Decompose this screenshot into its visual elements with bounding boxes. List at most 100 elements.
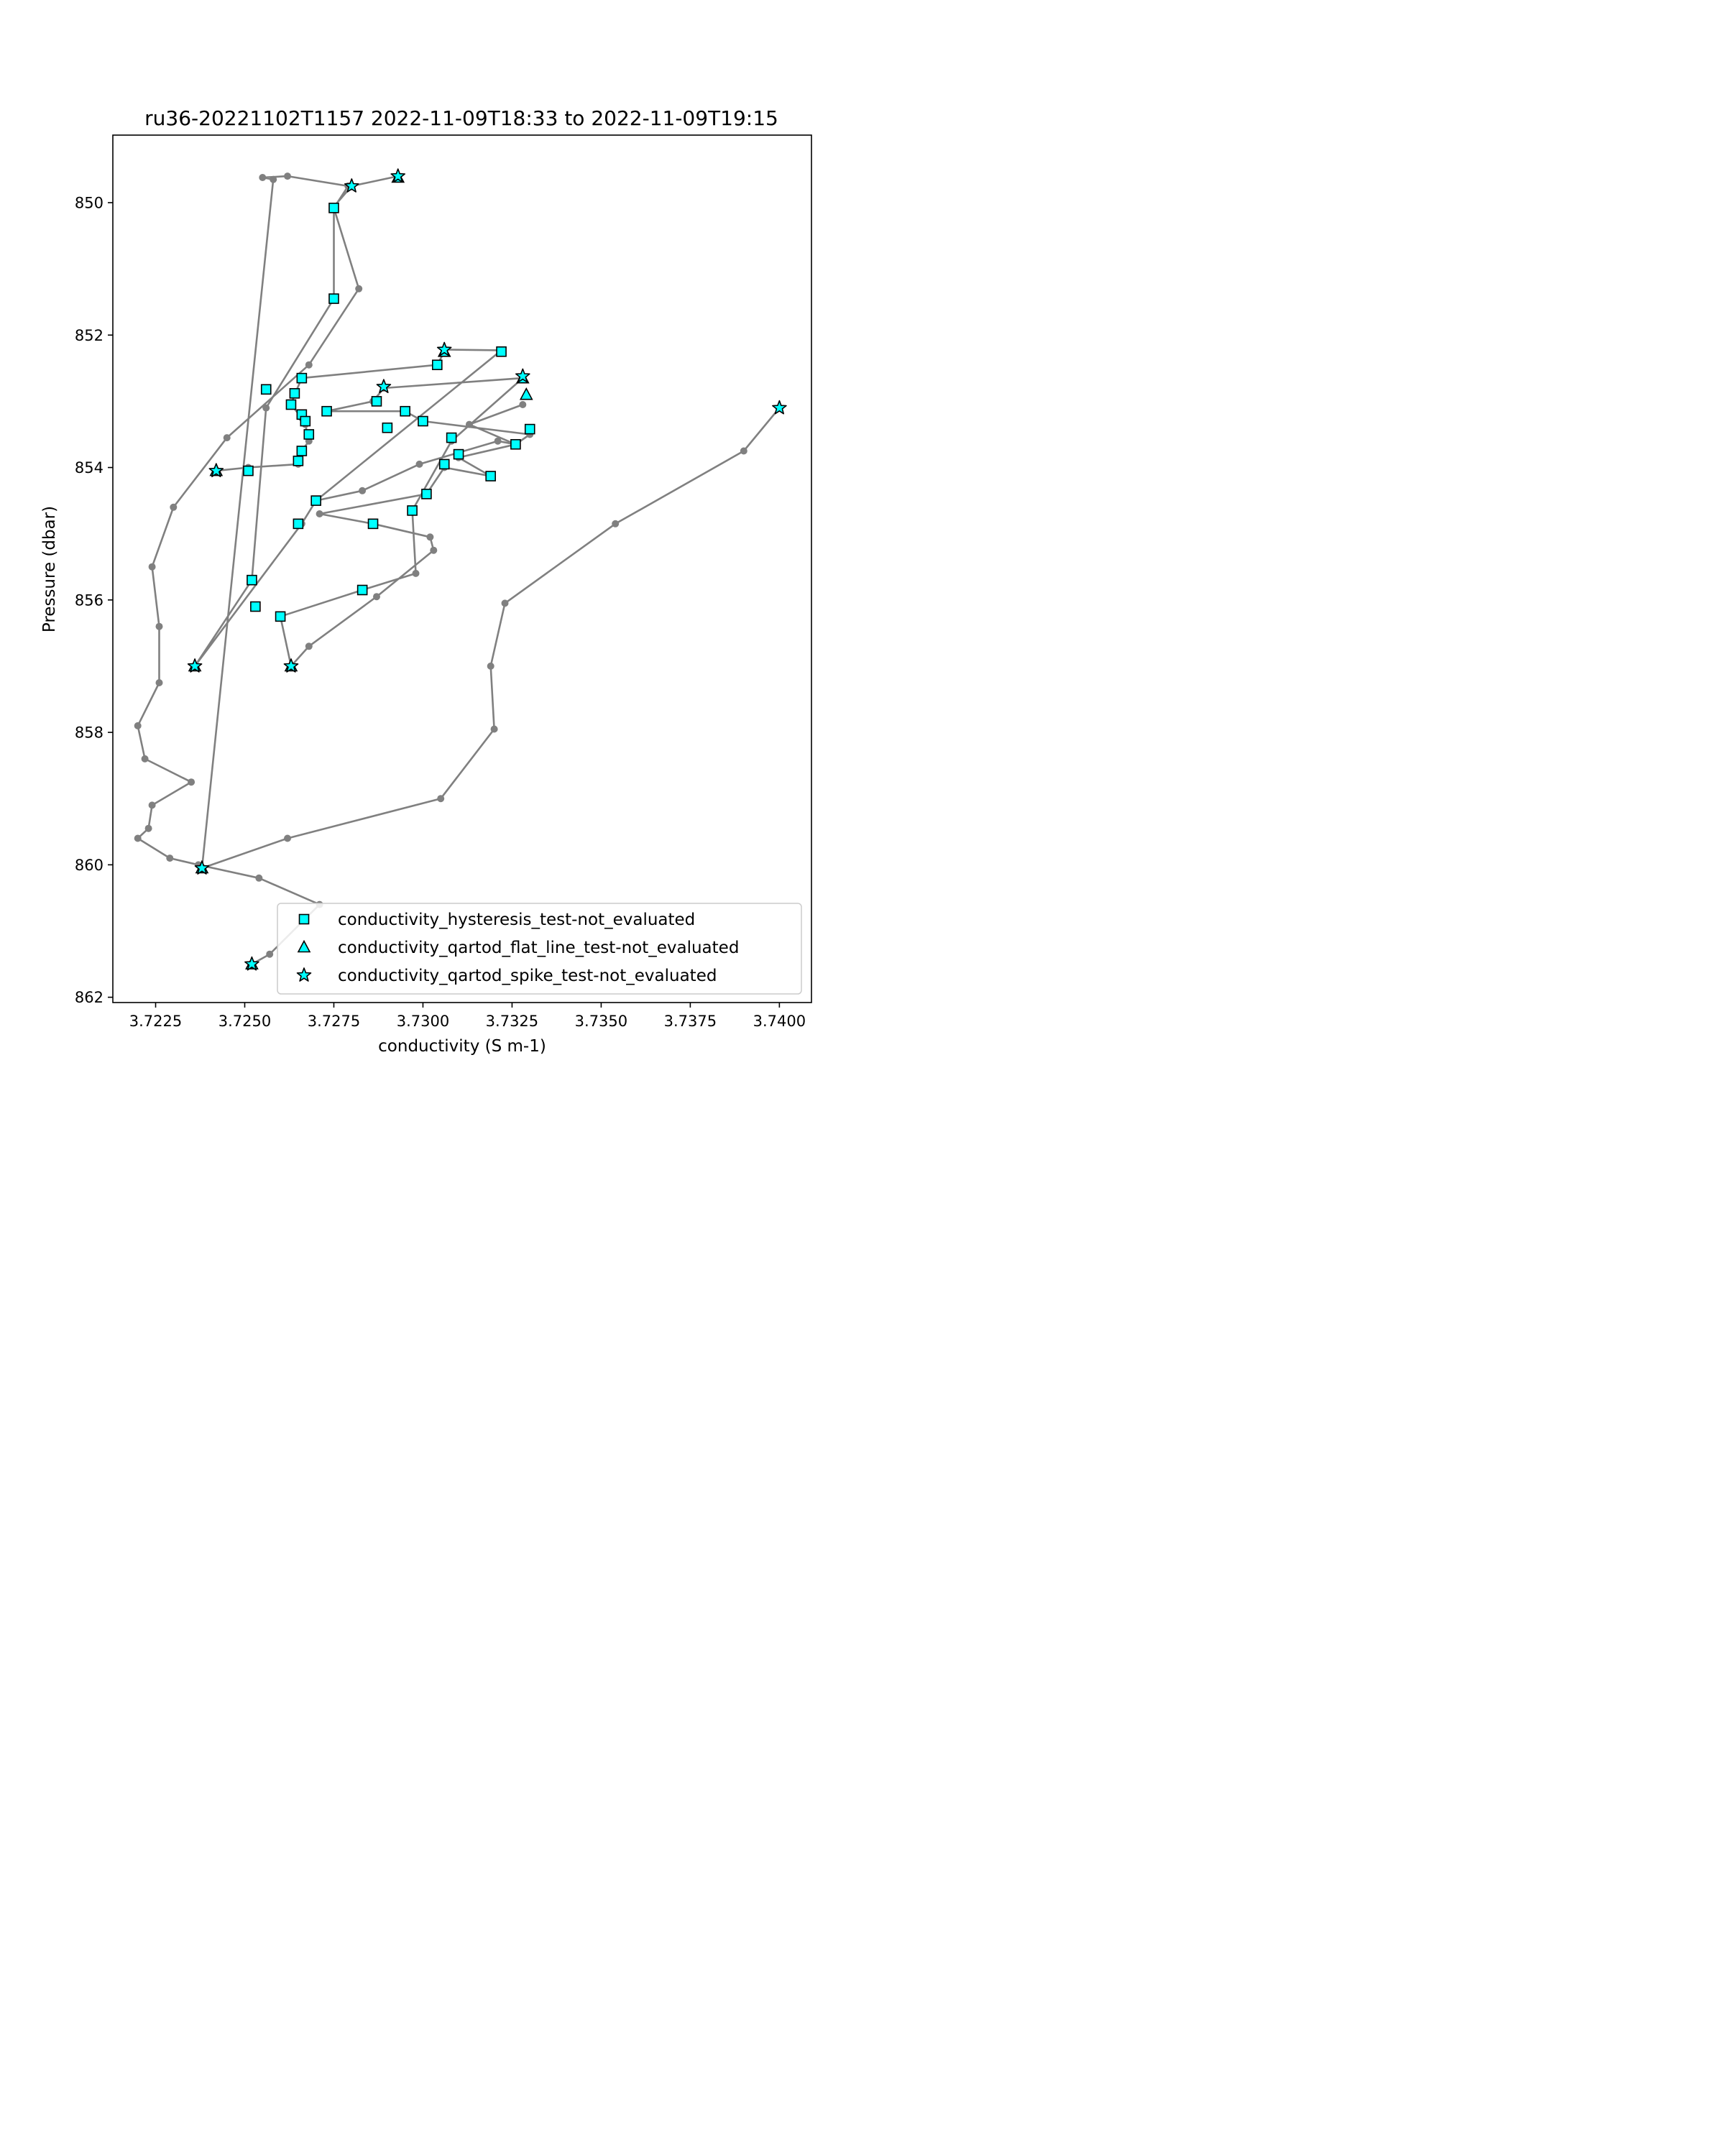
profile-line-6: [279, 377, 524, 668]
y-tick-label: 862: [75, 989, 104, 1006]
square-marker: [371, 396, 382, 407]
chart-title: ru36-20221102T1157 2022-11-09T18:33 to 2…: [144, 106, 778, 130]
square-marker: [247, 574, 257, 586]
square-marker: [260, 384, 272, 395]
square-marker: [510, 438, 521, 450]
x-tick-label: 3.7325: [486, 1013, 538, 1030]
profile-point: [501, 599, 509, 607]
square-marker: [367, 518, 379, 530]
y-axis: 850 852 854 856 858 860 862: [75, 194, 113, 1006]
star-marker: [244, 956, 259, 971]
square-marker: [431, 359, 443, 371]
legend: conductivity_hysteresis_test-not_evaluat…: [277, 903, 802, 995]
profile-point: [519, 401, 527, 408]
square-marker: [418, 415, 428, 427]
profile-point: [373, 593, 380, 601]
square-marker: [382, 422, 393, 433]
chart: ru36-20221102T1157 2022-11-09T18:33 to 2…: [0, 0, 898, 1123]
square-marker: [446, 432, 457, 443]
profile-point: [259, 174, 267, 181]
square-marker: [328, 293, 339, 304]
profile-point: [266, 950, 274, 958]
profile-point: [305, 642, 313, 650]
profile-point: [740, 447, 748, 455]
profile-point: [134, 834, 142, 842]
profile-point: [612, 520, 620, 528]
profile-point: [148, 801, 156, 809]
x-tick-label: 3.7400: [753, 1013, 806, 1030]
profile-point: [430, 546, 438, 554]
profile-point: [305, 361, 313, 369]
profile-point: [412, 569, 420, 577]
star-marker: [208, 463, 224, 478]
square-marker: [453, 448, 464, 460]
profile-point: [359, 487, 367, 494]
x-tick-label: 3.7300: [397, 1013, 449, 1030]
y-tick-label: 854: [75, 459, 104, 476]
legend-triangle-icon: [297, 939, 311, 953]
y-tick-label: 856: [75, 591, 104, 609]
star-marker: [283, 658, 299, 673]
legend-square-icon: [298, 913, 310, 925]
profile-point: [316, 510, 323, 517]
star-marker: [515, 368, 530, 383]
profile-point: [223, 434, 231, 442]
profile-point: [155, 622, 163, 630]
profile-point: [426, 533, 434, 541]
square-marker: [438, 459, 450, 470]
legend-entry-spike: conductivity_qartod_spike_test-not_evalu…: [338, 967, 717, 985]
profile-point: [487, 662, 494, 670]
legend-markers: [296, 913, 312, 982]
square-marker: [296, 446, 308, 456]
square-marker: [400, 405, 410, 417]
x-axis: 3.7225 3.7250 3.7275 3.7300 3.7325 3.7350 3.73…: [129, 1003, 806, 1030]
y-axis-label: Pressure (dbar): [40, 506, 59, 632]
profile-point: [494, 437, 502, 445]
profile-line-5: [326, 377, 531, 446]
star-marker: [187, 658, 203, 673]
square-marker: [250, 601, 261, 612]
y-tick-label: 858: [75, 724, 104, 742]
square-marker: [524, 423, 535, 435]
square-marker: [356, 584, 368, 596]
plot-area: [134, 168, 787, 971]
x-axis-label: conductivity (S m-1): [378, 1037, 546, 1056]
x-tick-label: 3.7225: [129, 1013, 182, 1030]
star-marker: [772, 400, 787, 415]
profile-point: [415, 460, 423, 468]
square-marker: [485, 471, 496, 482]
square-marker: [310, 495, 321, 506]
triangle-marker: [519, 387, 533, 400]
x-tick-label: 3.7350: [575, 1013, 627, 1030]
star-marker: [390, 168, 406, 183]
profile-point: [170, 503, 178, 511]
square-marker: [243, 465, 254, 476]
star-marker: [344, 178, 359, 193]
square-marker: [407, 505, 418, 516]
y-tick-label: 850: [75, 194, 104, 211]
profile-point: [284, 834, 291, 842]
square-marker: [421, 489, 432, 499]
square-marker: [496, 346, 507, 357]
square-marker: [300, 415, 311, 427]
profile-point: [141, 755, 149, 763]
square-marker: [303, 429, 315, 440]
y-tick-label: 860: [75, 857, 104, 874]
profile-line-2: [444, 349, 502, 351]
profile-point: [166, 854, 174, 862]
x-tick-label: 3.7375: [664, 1013, 717, 1030]
star-marker: [436, 341, 452, 356]
star-marker: [194, 860, 210, 875]
square-marker: [285, 399, 297, 410]
legend-star-icon: [296, 967, 312, 982]
x-tick-label: 3.7250: [218, 1013, 271, 1030]
square-marker: [289, 388, 300, 399]
star-marker: [376, 379, 392, 394]
profile-point: [262, 404, 270, 412]
profile-point: [144, 824, 152, 832]
profile-point: [490, 725, 498, 733]
square-marker: [275, 611, 286, 622]
plot-frame: [112, 134, 812, 1003]
profile-line-4: [333, 175, 398, 299]
square-marker: [293, 456, 304, 466]
